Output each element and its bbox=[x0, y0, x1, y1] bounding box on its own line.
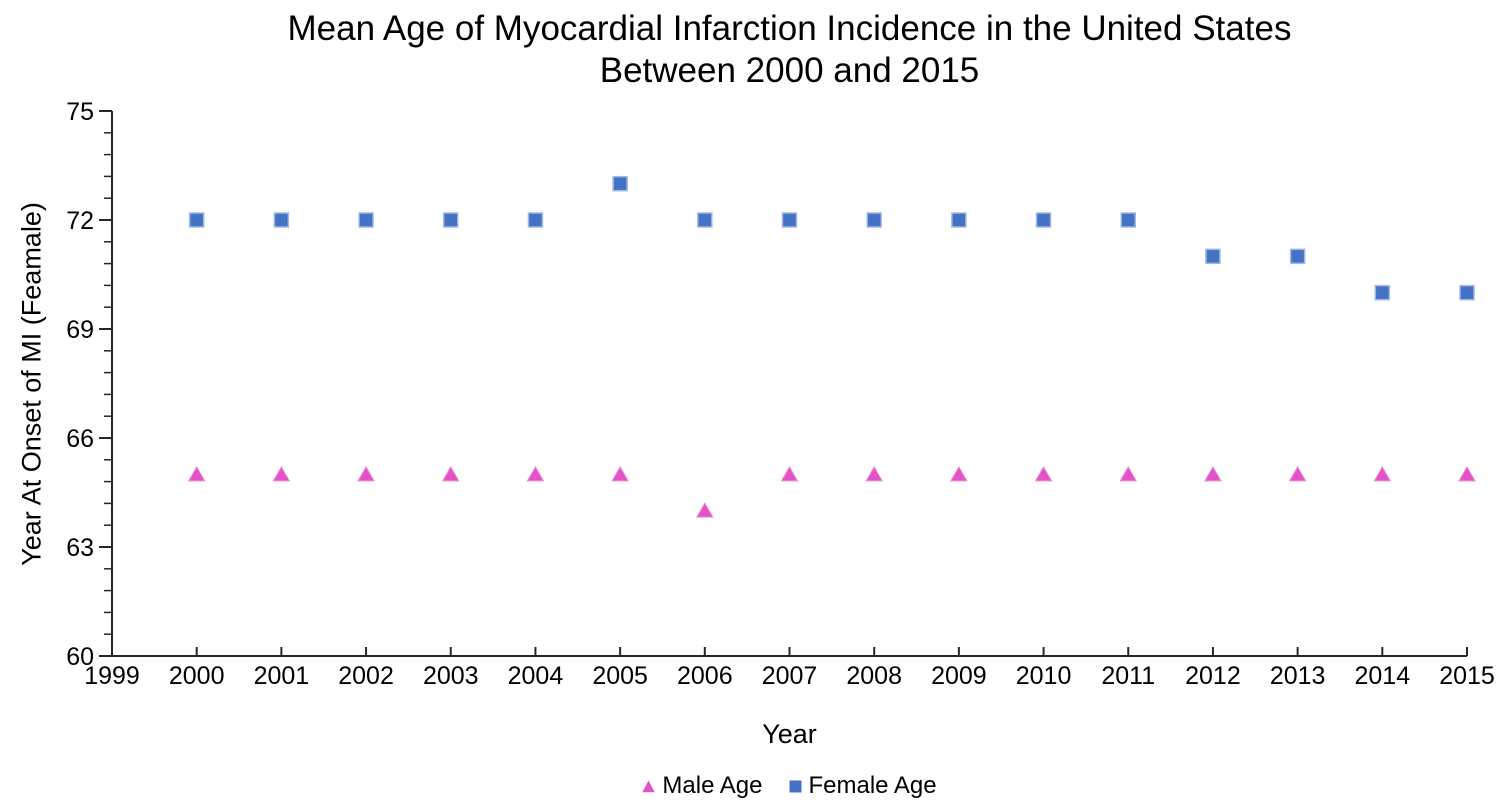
x-tick-label: 2006 bbox=[677, 662, 733, 690]
marker-male-age bbox=[187, 465, 206, 482]
marker-male-age bbox=[441, 465, 460, 482]
x-tick-label: 2001 bbox=[254, 662, 310, 690]
y-tick-label: 60 bbox=[66, 643, 94, 671]
marker-female-age bbox=[612, 175, 628, 192]
marker-female-age bbox=[1120, 212, 1136, 228]
legend-label-female-age: Female Age bbox=[808, 772, 937, 799]
marker-male-age bbox=[611, 465, 629, 482]
marker-female-age bbox=[527, 212, 544, 228]
y-tick-label: 63 bbox=[66, 534, 94, 562]
marker-female-age bbox=[1289, 248, 1306, 265]
marker-female-age bbox=[697, 212, 713, 228]
marker-female-age bbox=[1035, 212, 1052, 228]
x-tick-label: 2002 bbox=[338, 662, 394, 690]
legend-item-female-age: Female Age bbox=[789, 772, 937, 800]
marker-female-age bbox=[1459, 284, 1475, 301]
marker-female-age bbox=[866, 212, 882, 228]
marker-male-age bbox=[1204, 465, 1222, 482]
x-axis-title: Year bbox=[762, 719, 817, 749]
y-tick-label: 75 bbox=[66, 98, 94, 126]
marker-male-age bbox=[272, 465, 291, 482]
male-age-triangle-icon bbox=[642, 780, 656, 792]
marker-male-age bbox=[1119, 465, 1138, 482]
marker-male-age bbox=[865, 465, 884, 482]
marker-male-age bbox=[780, 465, 799, 482]
x-tick-label: 2009 bbox=[931, 662, 987, 690]
legend-label-male-age: Male Age bbox=[662, 772, 763, 799]
marker-male-age bbox=[1288, 465, 1307, 482]
marker-female-age bbox=[1205, 248, 1221, 265]
marker-female-age bbox=[1374, 284, 1391, 301]
legend: Male Age Female Age bbox=[112, 772, 1467, 800]
y-tick-label: 69 bbox=[66, 316, 94, 344]
marker-male-age bbox=[1458, 465, 1476, 482]
marker-female-age bbox=[443, 212, 459, 228]
x-tick-label: 2005 bbox=[592, 662, 648, 690]
female-age-square-icon bbox=[789, 780, 801, 792]
y-tick-label: 72 bbox=[66, 207, 94, 235]
marker-male-age bbox=[950, 465, 968, 482]
marker-male-age bbox=[357, 465, 375, 482]
marker-female-age bbox=[951, 212, 967, 228]
x-tick-label: 2013 bbox=[1270, 662, 1326, 690]
marker-male-age bbox=[1373, 465, 1392, 482]
chart-title: Mean Age of Myocardial Infarction Incide… bbox=[287, 9, 1292, 90]
x-tick-label: 2010 bbox=[1016, 662, 1072, 690]
marker-male-age bbox=[1034, 465, 1053, 482]
x-tick-label: 2012 bbox=[1185, 662, 1241, 690]
x-tick-label: 2007 bbox=[762, 662, 818, 690]
marker-female-age bbox=[781, 212, 798, 228]
x-tick-label: 2003 bbox=[423, 662, 479, 690]
x-tick-label: 2008 bbox=[846, 662, 902, 690]
marker-male-age bbox=[526, 465, 545, 482]
x-tick-label: 2011 bbox=[1101, 662, 1155, 690]
y-tick-label: 66 bbox=[66, 425, 94, 453]
x-tick-label: 2000 bbox=[169, 662, 225, 690]
marker-male-age bbox=[695, 502, 714, 518]
x-tick-label: 2014 bbox=[1355, 662, 1411, 690]
x-tick-label: 1999 bbox=[84, 662, 140, 690]
marker-female-age bbox=[358, 212, 374, 228]
marker-female-age bbox=[188, 212, 205, 228]
x-tick-label: 2015 bbox=[1439, 662, 1495, 690]
legend-item-male-age: Male Age bbox=[642, 772, 763, 800]
marker-female-age bbox=[273, 212, 290, 228]
x-tick-label: 2004 bbox=[508, 662, 564, 690]
